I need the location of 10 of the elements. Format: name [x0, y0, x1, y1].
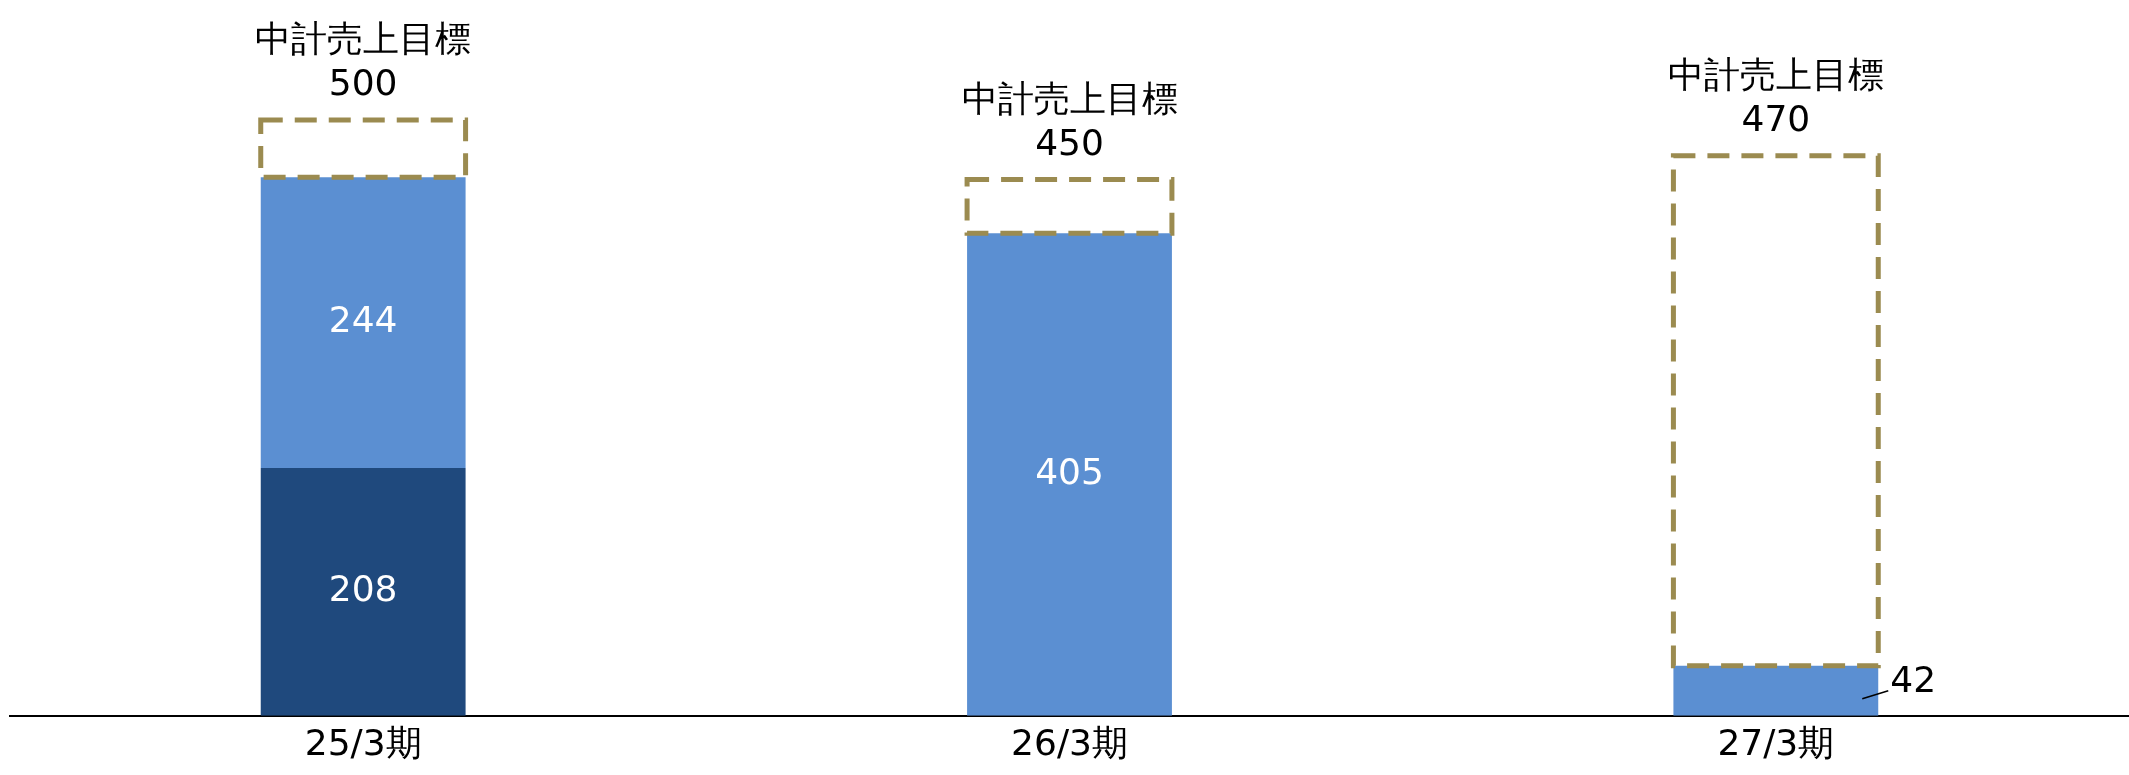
- x-tick-label: 27/3期: [1717, 721, 1835, 763]
- data-label: 405: [1035, 450, 1104, 492]
- data-label: 42: [1890, 659, 1937, 701]
- x-tick-label: 25/3期: [304, 721, 422, 763]
- annotation: 中計売上目標 500: [255, 18, 472, 104]
- annotation: 中計売上目標 470: [1667, 54, 1884, 140]
- x-tick-label: 26/3期: [1011, 721, 1128, 763]
- data-label: 244: [328, 298, 398, 340]
- annotation: 中計売上目標 450: [961, 77, 1178, 163]
- data-label: 208: [328, 568, 398, 610]
